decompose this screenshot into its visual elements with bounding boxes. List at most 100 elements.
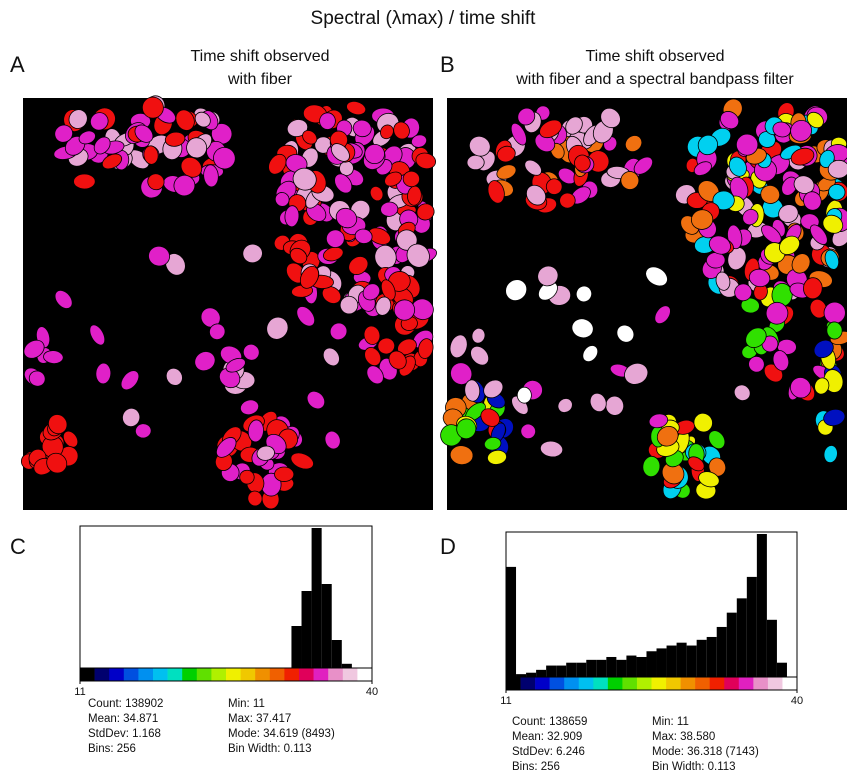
cell — [216, 437, 237, 458]
bar — [756, 534, 767, 677]
cell — [274, 192, 290, 207]
stat-text: StdDev: 6.246 — [512, 746, 585, 758]
cell — [487, 180, 505, 204]
cell — [290, 452, 314, 470]
bar — [626, 655, 637, 677]
cell — [790, 147, 815, 166]
cell — [186, 137, 208, 159]
colorbar-segment — [593, 677, 609, 690]
cell — [286, 119, 309, 138]
cell — [735, 133, 759, 156]
cell — [101, 153, 123, 170]
cell — [302, 130, 318, 145]
cell — [203, 164, 219, 188]
cell — [366, 365, 384, 385]
colorbar-segment — [196, 668, 212, 681]
cell — [274, 466, 295, 482]
bar — [666, 645, 677, 677]
cell — [78, 130, 96, 145]
cell — [781, 176, 798, 196]
cell — [369, 185, 384, 202]
cell — [557, 398, 573, 413]
figure-title: Spectral (λmax) / time shift — [311, 8, 537, 29]
cell — [380, 124, 394, 140]
cell — [505, 279, 528, 302]
bar — [321, 584, 332, 668]
cell — [209, 323, 226, 340]
cell — [470, 345, 490, 366]
bar — [506, 566, 517, 677]
cell — [322, 347, 340, 367]
cell — [377, 337, 396, 355]
cell — [539, 440, 564, 458]
bar — [776, 662, 787, 677]
cell — [624, 135, 643, 153]
colorbar-segment — [753, 677, 769, 690]
cell — [516, 386, 532, 404]
cell — [824, 249, 840, 270]
cell — [352, 119, 372, 138]
cell — [779, 235, 801, 255]
cell — [164, 131, 186, 147]
bar — [606, 656, 617, 677]
cell — [388, 350, 407, 370]
cell — [748, 268, 771, 288]
bar — [536, 669, 547, 677]
colorbar-segment — [622, 677, 638, 690]
cell — [325, 229, 345, 248]
cell — [697, 134, 718, 156]
cell — [517, 107, 536, 126]
cell — [384, 171, 403, 187]
bar — [706, 636, 717, 677]
cell — [375, 296, 392, 316]
cell — [466, 154, 485, 171]
bar — [526, 672, 537, 677]
stat-text: Bins: 256 — [88, 743, 136, 755]
colorbar-segment — [240, 668, 256, 681]
cell — [173, 174, 196, 197]
cell — [363, 325, 381, 345]
colorbar-segment — [94, 668, 110, 681]
cell — [708, 457, 727, 477]
stat-text: Min: 11 — [228, 698, 265, 710]
cell — [545, 178, 563, 195]
cell — [510, 122, 527, 146]
cell — [346, 101, 367, 116]
cell — [803, 277, 823, 300]
colorbar-segment — [767, 677, 783, 690]
cell — [415, 152, 437, 170]
cell — [520, 423, 536, 440]
cell — [656, 425, 679, 447]
stat-text: Mean: 34.871 — [88, 713, 158, 725]
colorbar-segment — [80, 668, 95, 681]
cell — [225, 357, 246, 373]
bar — [516, 674, 527, 677]
cell — [213, 147, 236, 170]
cell — [624, 362, 649, 385]
cell — [380, 279, 396, 301]
cell — [73, 173, 96, 190]
cell — [93, 136, 111, 155]
stat-text: Bin Width: 0.113 — [652, 761, 736, 773]
cell — [693, 161, 712, 176]
cell — [319, 112, 336, 130]
cell — [335, 207, 358, 229]
cell — [823, 408, 846, 427]
colorbar-segment — [182, 668, 198, 681]
colorbar-segment — [709, 677, 725, 690]
bar — [726, 612, 737, 677]
cell — [143, 145, 159, 165]
cell — [761, 224, 782, 244]
bar — [656, 648, 667, 677]
colorbar-segment — [535, 677, 550, 690]
panel-letter: D — [440, 534, 456, 559]
colorbar-segment — [357, 668, 373, 681]
bar — [716, 626, 727, 677]
cell — [633, 156, 654, 175]
bar — [596, 659, 607, 677]
cell — [299, 265, 319, 289]
x-tick-label: 40 — [366, 686, 378, 698]
cell — [826, 321, 843, 340]
colorbar-segment — [578, 677, 594, 690]
cell — [648, 413, 669, 429]
